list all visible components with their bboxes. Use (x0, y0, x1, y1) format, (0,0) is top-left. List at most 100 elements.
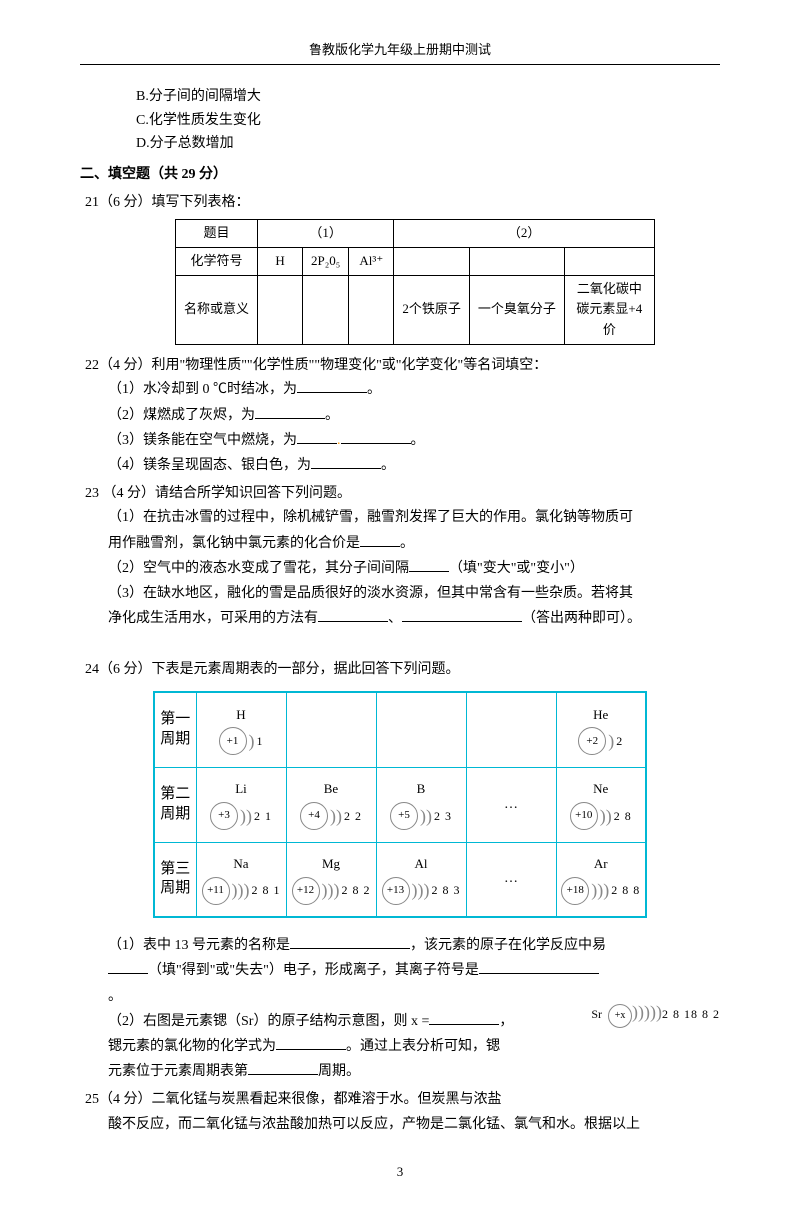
dots: … (466, 767, 556, 842)
q23-sub1a: （1）在抗击冰雪的过程中，除机械铲雪，融雪剂发挥了巨大的作用。氯化钠等物质可 (108, 505, 720, 530)
element-B: B +5))2 3 (376, 767, 466, 842)
table-header-1: （1） (258, 219, 394, 247)
element-H: H +1)1 (196, 692, 286, 767)
empty-cell (466, 692, 556, 767)
element-Na: Na +11)))2 8 1 (196, 842, 286, 917)
q22-sub4: （4）镁条呈现固态、银白色，为 。 (108, 453, 720, 478)
page-number: 3 (80, 1162, 720, 1183)
element-He: He +2)2 (556, 692, 646, 767)
blank (297, 377, 367, 393)
table-cell: 二氧化碳中碳元素显+4价 (564, 275, 654, 344)
text: （2）煤燃成了灰烬，为 (108, 408, 255, 423)
text: （填"变大"或"变小"） (449, 561, 584, 576)
table-cell (394, 247, 470, 275)
q23-sub2: （2）空气中的液态水变成了雪花，其分子间间隔 （填"变大"或"变小"） (108, 556, 720, 581)
option-b: B.分子间的间隔增大 (136, 85, 720, 109)
text: 用作融雪剂，氯化钠中氯元素的化合价是 (108, 536, 360, 551)
table-cell (564, 247, 654, 275)
text: （3）镁条能在空气中燃烧，为 (108, 433, 297, 448)
text: 周期。 (318, 1064, 360, 1079)
blank (318, 606, 388, 622)
blank (290, 933, 410, 949)
period: 。 (411, 433, 425, 448)
q24-sub1c: （填"得到"或"失去"）电子，形成离子，其离子符号是 (108, 958, 720, 983)
q24-sub1: （1）表中 13 号元素的名称是 ，该元素的原子在化学反应中易 (108, 933, 720, 958)
table-cell (303, 275, 349, 344)
comma: ， (499, 1014, 513, 1029)
table-row1-label: 化学符号 (176, 247, 258, 275)
blank (479, 958, 599, 974)
element-Li: Li +3))2 1 (196, 767, 286, 842)
blank (429, 1009, 499, 1025)
text: （2）空气中的液态水变成了雪花，其分子间间隔 (108, 561, 409, 576)
question-22: 22（4 分）利用"物理性质""化学性质""物理变化"或"化学变化"等名词填空： (85, 355, 720, 377)
period-3-label: 第三周期 (154, 842, 196, 917)
table-cell: H (258, 247, 303, 275)
option-d: D.分子总数增加 (136, 132, 720, 156)
element-Ar: Ar +18)))2 8 8 (556, 842, 646, 917)
text: ，该元素的原子在化学反应中易 (410, 938, 606, 953)
text: 。通过上表分析可知，锶 (346, 1039, 500, 1054)
period: 。 (381, 458, 395, 473)
text: （1）表中 13 号元素的名称是 (108, 938, 290, 953)
section-title: 二、填空题（共 29 分） (80, 164, 720, 186)
text: 净化成生活用水，可采用的方法有 (108, 611, 318, 626)
text: 锶元素的氯化物的化学式为 (108, 1039, 276, 1054)
blank (409, 556, 449, 572)
element-Ne: Ne +10))2 8 (556, 767, 646, 842)
period: 。 (325, 408, 339, 423)
blank (402, 606, 522, 622)
blank (255, 403, 325, 419)
table-cell: 2P₂0₅ (303, 247, 349, 275)
option-c: C.化学性质发生变化 (136, 109, 720, 133)
blank (341, 428, 411, 444)
q22-sub3: （3）镁条能在空气中燃烧，为.。 (108, 428, 720, 453)
table-cell: 一个臭氧分子 (469, 275, 564, 344)
table-cell: 2个铁原子 (394, 275, 470, 344)
periodic-table: 第一周期 H +1)1 He +2)2 第二周期 Li +3))2 1 Be +… (153, 691, 647, 918)
text: （1）水冷却到 0 ℃时结冰，为 (108, 382, 297, 397)
dunhao: 、 (388, 611, 402, 626)
blank (297, 428, 337, 444)
text: （2）右图是元素锶（Sr）的原子结构示意图，则 x = (108, 1014, 429, 1029)
q23-sub3b: 净化成生活用水，可采用的方法有 、 （答出两种即可）。 (108, 606, 720, 631)
q22-sub1: （1）水冷却到 0 ℃时结冰，为 。 (108, 377, 720, 402)
table-row2-label: 名称或意义 (176, 275, 258, 344)
blank (108, 958, 148, 974)
page-header: 鲁教版化学九年级上册期中测试 (80, 40, 720, 65)
element-Mg: Mg +12)))2 8 2 (286, 842, 376, 917)
table-header-2: （2） (394, 219, 655, 247)
empty-cell (286, 692, 376, 767)
question-21-table: 题目 （1） （2） 化学符号 H 2P₂0₅ Al³⁺ 名称或意义 2个铁原子… (175, 219, 655, 345)
question-23: 23 （4 分）请结合所学知识回答下列问题。 (85, 483, 720, 505)
period-1-label: 第一周期 (154, 692, 196, 767)
q23-sub1b: 用作融雪剂，氯化钠中氯元素的化合价是 。 (108, 531, 720, 556)
q23-sub3a: （3）在缺水地区，融化的雪是品质很好的淡水资源，但其中常含有一些杂质。若将其 (108, 581, 720, 606)
q22-sub2: （2）煤燃成了灰烬，为 。 (108, 403, 720, 428)
dots: … (466, 842, 556, 917)
table-cell (469, 247, 564, 275)
table-cell (349, 275, 394, 344)
text: 元素位于元素周期表第 (108, 1064, 248, 1079)
blank (311, 453, 381, 469)
table-cell (258, 275, 303, 344)
blank (360, 531, 400, 547)
q24-sub2d: 元素位于元素周期表第 周期。 (108, 1059, 720, 1084)
empty-cell (376, 692, 466, 767)
text: （4）镁条呈现固态、银白色，为 (108, 458, 311, 473)
element-Be: Be +4))2 2 (286, 767, 376, 842)
q24-sub2b: 锶元素的氯化物的化学式为 。通过上表分析可知，锶 (108, 1034, 720, 1059)
period: 。 (367, 382, 381, 397)
table-cell: Al³⁺ (349, 247, 394, 275)
question-21: 21（6 分）填写下列表格： (85, 192, 720, 214)
blank (276, 1034, 346, 1050)
table-header-0: 题目 (176, 219, 258, 247)
sr-atom-diagram: Sr +x)))))2 8 18 8 2 (591, 1004, 720, 1028)
question-24: 24（6 分）下表是元素周期表的一部分，据此回答下列问题。 (85, 659, 720, 681)
text: （答出两种即可）。 (522, 611, 641, 626)
period-2-label: 第二周期 (154, 767, 196, 842)
text: （填"得到"或"失去"）电子，形成离子，其离子符号是 (148, 963, 479, 978)
q25-line2: 酸不反应，而二氧化锰与浓盐酸加热可以反应，产物是二氯化锰、氯气和水。根据以上 (108, 1112, 720, 1137)
period: 。 (400, 536, 414, 551)
element-Al: Al +13)))2 8 3 (376, 842, 466, 917)
